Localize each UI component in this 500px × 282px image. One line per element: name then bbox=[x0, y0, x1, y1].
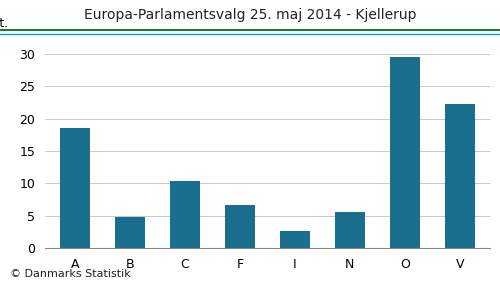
Bar bbox=[335, 212, 365, 248]
Bar bbox=[170, 181, 200, 248]
Bar bbox=[444, 104, 475, 248]
Bar bbox=[390, 57, 420, 248]
Bar bbox=[280, 231, 310, 248]
Bar bbox=[225, 205, 255, 248]
Text: Pct.: Pct. bbox=[0, 17, 8, 30]
Bar bbox=[115, 217, 146, 248]
Bar bbox=[60, 128, 90, 248]
Text: © Danmarks Statistik: © Danmarks Statistik bbox=[10, 269, 131, 279]
Text: Europa-Parlamentsvalg 25. maj 2014 - Kjellerup: Europa-Parlamentsvalg 25. maj 2014 - Kje… bbox=[84, 8, 416, 23]
